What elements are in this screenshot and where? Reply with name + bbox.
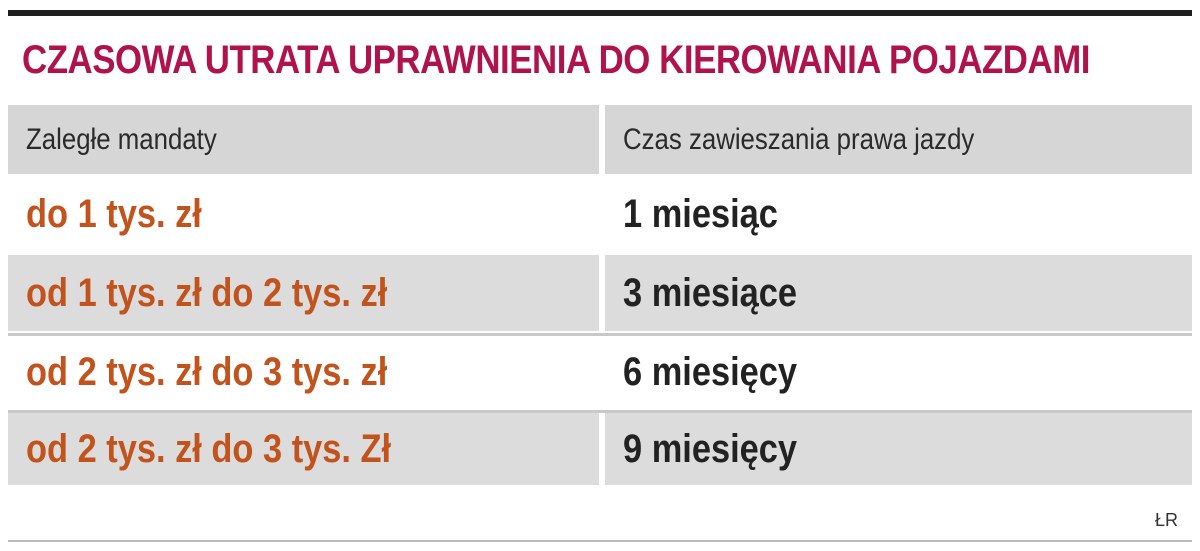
suspension-duration: 9 miesięcy [623, 426, 798, 471]
header-cell-duration: Czas zawieszania prawa jazdy [605, 105, 1192, 174]
duration-cell: 9 miesięcy [605, 413, 1192, 485]
duration-cell: 1 miesiąc [605, 178, 1192, 250]
row-divider [8, 410, 1192, 413]
fines-cell: do 1 tys. zł [8, 178, 599, 250]
fines-amount: do 1 tys. zł [26, 191, 202, 236]
row-divider [8, 333, 1192, 336]
suspension-table: Zaległe mandaty Czas zawieszania prawa j… [8, 105, 1192, 485]
header-cell-fines: Zaległe mandaty [8, 105, 599, 174]
page-title: CZASOWA UTRATA UPRAWNIENIA DO KIEROWANIA… [22, 38, 1090, 82]
header-label-duration: Czas zawieszania prawa jazdy [623, 122, 975, 156]
table-row: od 2 tys. zł do 3 tys. Zł 9 miesięcy [8, 413, 1192, 485]
suspension-duration: 6 miesięcy [623, 349, 798, 394]
fines-cell: od 2 tys. zł do 3 tys. Zł [8, 413, 599, 485]
suspension-duration: 3 miesiące [623, 270, 798, 315]
fines-cell: od 1 tys. zł do 2 tys. zł [8, 255, 599, 331]
top-rule [8, 10, 1192, 16]
duration-cell: 3 miesiące [605, 255, 1192, 331]
fines-amount: od 2 tys. zł do 3 tys. Zł [26, 426, 392, 471]
header-label-fines: Zaległe mandaty [26, 122, 217, 156]
suspension-duration: 1 miesiąc [623, 191, 778, 236]
source-credit: ŁR [1154, 510, 1178, 530]
fines-amount: od 1 tys. zł do 2 tys. zł [26, 270, 388, 315]
table-row: do 1 tys. zł 1 miesiąc [8, 178, 1192, 250]
table-header-row: Zaległe mandaty Czas zawieszania prawa j… [8, 105, 1192, 174]
table-row: od 2 tys. zł do 3 tys. zł 6 miesięcy [8, 336, 1192, 408]
bottom-rule [8, 540, 1192, 542]
fines-amount: od 2 tys. zł do 3 tys. zł [26, 349, 388, 394]
fines-cell: od 2 tys. zł do 3 tys. zł [8, 336, 599, 408]
table-row: od 1 tys. zł do 2 tys. zł 3 miesiące [8, 255, 1192, 331]
duration-cell: 6 miesięcy [605, 336, 1192, 408]
